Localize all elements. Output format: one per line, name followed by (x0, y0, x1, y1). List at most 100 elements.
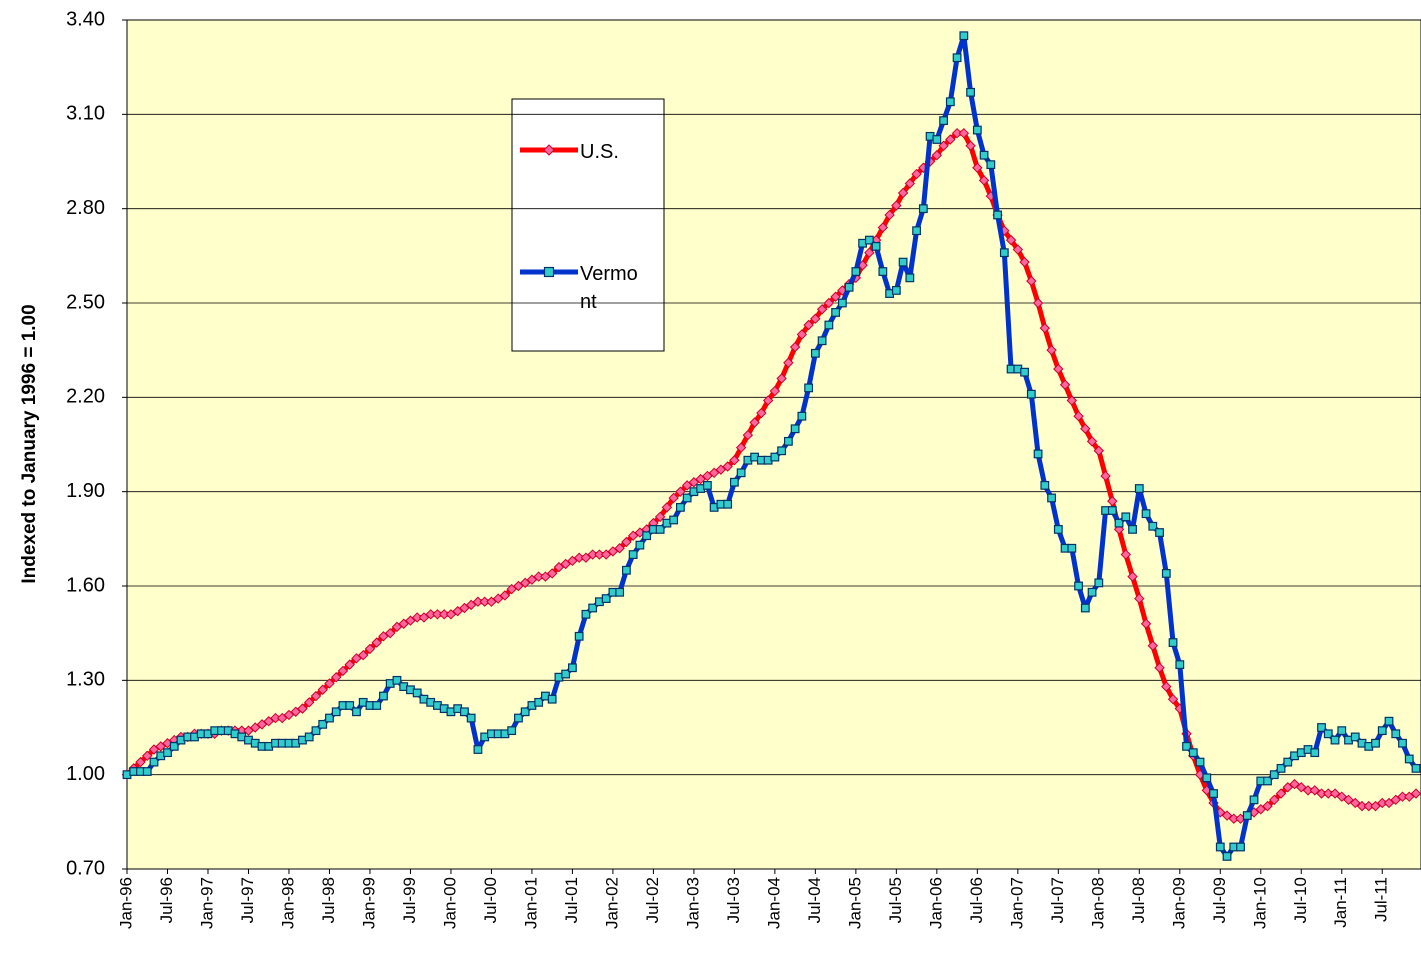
marker (270, 712, 281, 724)
marker (560, 558, 571, 570)
marker (256, 719, 268, 730)
marker (1167, 693, 1179, 705)
marker (465, 599, 477, 611)
marker (392, 675, 402, 685)
marker (1330, 735, 1340, 745)
marker (682, 493, 692, 503)
marker (986, 160, 996, 170)
marker (155, 741, 166, 752)
x-tick-label: Jul-10 (1291, 877, 1310, 923)
marker (898, 257, 908, 267)
marker (1398, 738, 1407, 748)
x-tick-label: Jan-04 (764, 877, 783, 929)
marker (567, 555, 578, 567)
marker (432, 609, 443, 620)
marker (668, 492, 679, 504)
y-tick-label: 3.40 (66, 8, 105, 30)
marker (1350, 797, 1361, 809)
marker (756, 407, 767, 419)
x-tick-label: Jul-07 (1048, 877, 1067, 923)
marker (729, 477, 739, 487)
marker (357, 649, 369, 661)
marker (1397, 791, 1408, 802)
x-tick-label: Jul-04 (805, 877, 824, 923)
marker (736, 468, 746, 478)
marker (804, 383, 814, 393)
marker (162, 738, 173, 749)
marker (912, 226, 921, 236)
x-tick-label: Jul-02 (643, 877, 662, 923)
y-tick-label: 0.70 (66, 857, 105, 879)
marker (688, 477, 700, 488)
marker (311, 726, 321, 736)
legend-marker (543, 144, 555, 156)
marker (519, 577, 531, 589)
marker (1134, 484, 1144, 493)
y-tick-label: 1.60 (66, 574, 105, 596)
marker (600, 549, 612, 560)
marker (723, 499, 733, 509)
marker (1371, 738, 1380, 748)
x-tick-label: Jan-10 (1250, 877, 1269, 929)
marker (1377, 797, 1388, 809)
marker (1026, 275, 1037, 287)
marker (1221, 810, 1233, 821)
marker (142, 767, 152, 776)
marker (405, 615, 416, 626)
x-tick-label: Jan-08 (1088, 877, 1107, 929)
marker (337, 665, 349, 677)
marker (1033, 449, 1043, 459)
marker (163, 748, 172, 758)
legend-box (511, 98, 665, 352)
marker (331, 671, 342, 683)
marker (1040, 480, 1050, 490)
marker (796, 329, 808, 340)
y-tick-label: 2.80 (66, 197, 105, 219)
marker (1329, 788, 1341, 799)
x-tick-label: Jul-11 (1372, 877, 1391, 922)
marker (884, 209, 895, 221)
marker (1343, 794, 1354, 806)
marker (546, 568, 558, 579)
marker (1147, 640, 1159, 651)
marker (864, 247, 875, 258)
marker (1086, 436, 1098, 447)
x-tick-label: Jul-06 (967, 877, 986, 923)
y-tick-label: 3.10 (66, 103, 105, 125)
marker (425, 609, 436, 620)
marker (445, 609, 457, 620)
marker (1350, 732, 1360, 742)
y-axis-label: Indexed to January 1996 = 1.00 (19, 304, 40, 583)
marker (290, 706, 301, 717)
marker (749, 417, 760, 428)
marker (1114, 518, 1124, 528)
marker (1269, 770, 1279, 780)
marker (1263, 776, 1272, 786)
marker (675, 502, 685, 512)
marker (1404, 791, 1415, 802)
marker (1140, 618, 1152, 629)
marker (513, 580, 524, 592)
marker (635, 540, 645, 550)
marker (1404, 754, 1414, 764)
legend-marker (543, 266, 555, 278)
marker (891, 200, 902, 211)
marker (379, 691, 388, 701)
marker (1296, 782, 1307, 793)
marker (615, 587, 625, 597)
marker (1047, 493, 1056, 503)
marker (1228, 813, 1239, 824)
x-tick-label: Jan-97 (197, 877, 216, 929)
marker (283, 709, 295, 721)
marker (762, 395, 774, 406)
marker (675, 486, 686, 497)
marker (1161, 681, 1172, 692)
marker (277, 712, 288, 724)
marker (1188, 748, 1198, 758)
marker (472, 596, 484, 607)
marker (466, 713, 476, 723)
marker (486, 596, 497, 607)
marker (1269, 794, 1280, 806)
marker (1410, 788, 1421, 799)
